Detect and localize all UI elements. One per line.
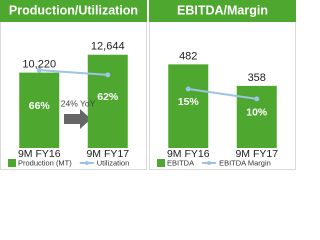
bar xyxy=(19,72,60,148)
bar-value-label: 10,220 xyxy=(22,59,56,71)
panel-header xyxy=(149,0,296,22)
arrow-head xyxy=(80,109,91,129)
legend-swatch xyxy=(8,159,16,167)
chart: Production/Utilization 10,220 9M FY16 12,64… xyxy=(0,0,296,170)
panel-title: Production/Utilization xyxy=(9,3,138,17)
bar-value-label: 12,644 xyxy=(91,41,125,53)
legend-label: EBITDA xyxy=(167,158,194,167)
yoy-arrow xyxy=(64,109,91,129)
line-marker xyxy=(254,96,260,102)
line-value-label: 15% xyxy=(178,96,200,108)
annotation: 24% YoY xyxy=(61,98,96,108)
x-tick-label: 9M FY16 xyxy=(18,148,61,160)
bar-value-label: 358 xyxy=(248,72,266,84)
x-tick-label: 9M FY16 xyxy=(167,148,210,160)
legend-swatch-marker xyxy=(84,161,89,165)
line-value-label: 66% xyxy=(29,100,51,112)
legend-label: EBITDA Margin xyxy=(219,158,271,167)
bar xyxy=(168,64,209,148)
legend-swatch xyxy=(157,159,165,167)
bar xyxy=(87,54,128,148)
line-value-label: 10% xyxy=(246,107,268,119)
legend-label: Production (MT) xyxy=(18,158,72,167)
line xyxy=(188,88,257,100)
x-tick-label: 9M FY17 xyxy=(86,148,129,160)
x-tick-label: 9M FY17 xyxy=(235,148,278,160)
legend-label: Utilization xyxy=(97,158,130,167)
bar-value-label: 482 xyxy=(179,50,197,62)
line xyxy=(39,69,108,76)
page: Production/Utilization 10,220 9M FY16 12,64… xyxy=(0,0,296,170)
line-marker xyxy=(105,72,111,78)
panel-header xyxy=(0,0,147,22)
arrow-shaft xyxy=(64,114,80,124)
legend-swatch-marker xyxy=(207,161,212,165)
panel-title: EBITDA/Margin xyxy=(177,3,268,17)
line-marker xyxy=(185,86,191,92)
line-marker xyxy=(36,67,42,73)
line-value-label: 62% xyxy=(97,91,119,103)
